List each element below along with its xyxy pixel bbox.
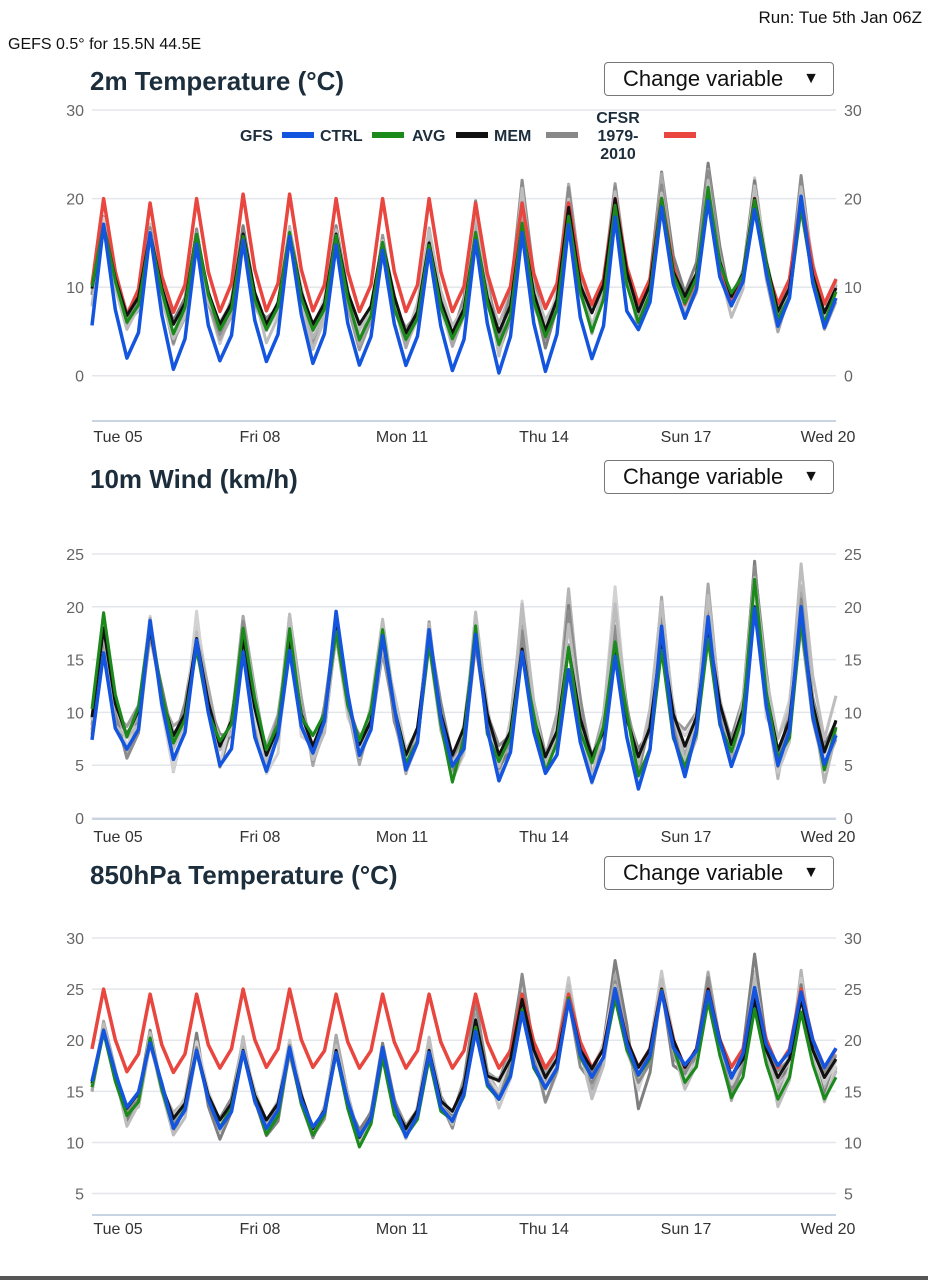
change-variable-button[interactable]: Change variable ▼ (604, 856, 834, 890)
legend-label: 1979- (598, 128, 639, 145)
legend-label: CTRL (320, 128, 363, 145)
y-tick-label-left: 20 (66, 192, 84, 209)
x-tick-label: Sun 17 (661, 429, 712, 446)
y-tick-label-left: 20 (66, 600, 84, 617)
legend-swatch (664, 132, 696, 138)
x-tick-label: Tue 05 (93, 829, 142, 846)
legend-label: 2010 (600, 146, 636, 163)
change-variable-label: Change variable (623, 464, 784, 489)
legend-label: CFSR (596, 110, 640, 127)
x-tick-label: Fri 08 (240, 429, 281, 446)
y-tick-label-right: 20 (844, 1033, 862, 1050)
y-tick-label-right: 25 (844, 547, 862, 564)
x-tick-label: Fri 08 (240, 1221, 281, 1238)
x-tick-label: Sun 17 (661, 1221, 712, 1238)
change-variable-label: Change variable (623, 66, 784, 91)
y-tick-label-left: 10 (66, 280, 84, 297)
chart-title-2m-temperature: 2m Temperature (°C) (90, 66, 345, 96)
ctrl-line (90, 185, 838, 347)
y-tick-label-left: 5 (75, 1187, 84, 1204)
y-tick-label-left: 15 (66, 1084, 84, 1101)
x-tick-label: Tue 05 (93, 1221, 142, 1238)
legend-label: GFS (240, 128, 273, 145)
x-tick-label: Mon 11 (376, 829, 428, 846)
legend-swatch (546, 132, 578, 138)
y-tick-label-right: 15 (844, 1084, 862, 1101)
dropdown-arrow-icon: ▼ (803, 70, 819, 87)
x-tick-label: Mon 11 (376, 429, 428, 446)
y-tick-label-right: 25 (844, 982, 862, 999)
chart-2m-temperature: 0 0 10 10 20 20 30 30 Tue 05 Fri 08 Mon 11 Thu 14 Su… (66, 103, 862, 446)
chart-10m-wind: 0 0 5 5 10 10 15 15 20 20 25 25 Tue 05 Fri 08 Mon 11 Th… (66, 547, 862, 846)
x-tick-label: Thu 14 (519, 1221, 569, 1238)
member-line (90, 167, 838, 350)
y-tick-label-left: 30 (66, 103, 84, 120)
legend-swatch (456, 132, 488, 138)
y-tick-label-right: 20 (844, 192, 862, 209)
y-tick-label-left: 10 (66, 705, 84, 722)
x-tick-label: Mon 11 (376, 1221, 428, 1238)
change-variable-label: Change variable (623, 860, 784, 885)
y-tick-label-right: 30 (844, 103, 862, 120)
y-tick-label-right: 5 (844, 1187, 853, 1204)
legend-swatch (372, 132, 404, 138)
x-tick-label: Wed 20 (801, 829, 856, 846)
bottom-edge (0, 1276, 928, 1280)
chart-850hpa-temperature: 5 5 10 10 15 15 20 20 25 25 30 30 Tue 05 Fri 08 Mon 11… (66, 931, 862, 1238)
dropdown-arrow-icon: ▼ (803, 468, 819, 485)
y-tick-label-left: 25 (66, 547, 84, 564)
y-tick-label-left: 5 (75, 758, 84, 775)
legend-label: AVG (412, 128, 445, 145)
gfs-line (90, 604, 838, 791)
y-tick-label-left: 15 (66, 653, 84, 670)
y-tick-label-right: 30 (844, 931, 862, 948)
y-tick-label-left: 25 (66, 982, 84, 999)
change-variable-button[interactable]: Change variable ▼ (604, 62, 834, 96)
location-label: GEFS 0.5° for 15.5N 44.5E (8, 36, 202, 53)
y-tick-label-right: 20 (844, 600, 862, 617)
y-tick-label-right: 10 (844, 280, 862, 297)
x-tick-label: Fri 08 (240, 829, 281, 846)
x-tick-label: Tue 05 (93, 429, 142, 446)
dropdown-arrow-icon: ▼ (803, 864, 819, 881)
y-tick-label-right: 10 (844, 1135, 862, 1152)
y-tick-label-left: 0 (75, 369, 84, 386)
y-tick-label-left: 0 (75, 811, 84, 828)
x-tick-label: Sun 17 (661, 829, 712, 846)
x-tick-label: Wed 20 (801, 429, 856, 446)
gfs-line (90, 985, 838, 1139)
legend-swatch (282, 132, 314, 138)
y-tick-label-right: 0 (844, 811, 853, 828)
x-tick-label: Wed 20 (801, 1221, 856, 1238)
legend-label: MEM (494, 128, 531, 145)
change-variable-button[interactable]: Change variable ▼ (604, 460, 834, 494)
chart-title-10m-wind: 10m Wind (km/h) (90, 464, 298, 494)
y-tick-label-right: 15 (844, 653, 862, 670)
y-tick-label-right: 10 (844, 705, 862, 722)
y-tick-label-left: 10 (66, 1135, 84, 1152)
x-tick-label: Thu 14 (519, 429, 569, 446)
gfs-line (90, 194, 838, 375)
y-tick-label-right: 0 (844, 369, 853, 386)
y-tick-label-left: 20 (66, 1033, 84, 1050)
run-label: Run: Tue 5th Jan 06Z (758, 8, 923, 27)
chart-title-850hpa-temperature: 850hPa Temperature (°C) (90, 860, 398, 890)
y-tick-label-right: 5 (844, 758, 853, 775)
x-tick-label: Thu 14 (519, 829, 569, 846)
y-tick-label-left: 30 (66, 931, 84, 948)
